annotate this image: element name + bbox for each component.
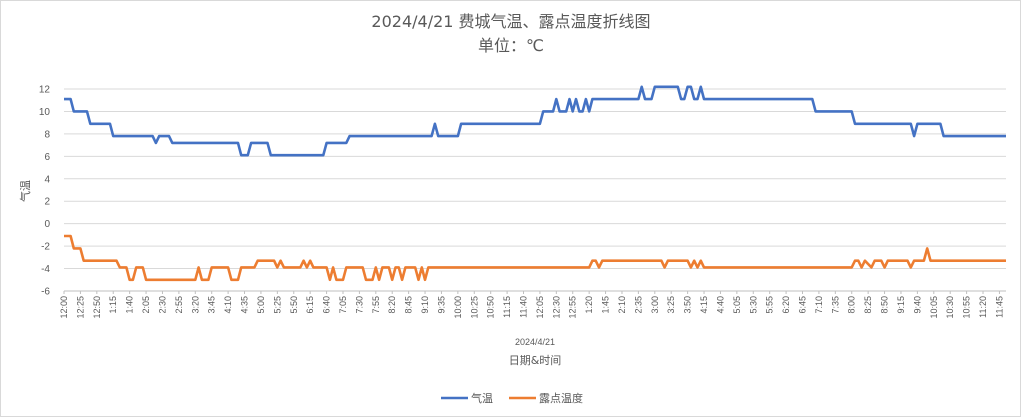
y-tick-label: -4 bbox=[41, 264, 50, 275]
y-tick-label: -2 bbox=[41, 242, 50, 253]
x-tick-label: 9:10 bbox=[420, 296, 430, 314]
x-tick-label: 8:25 bbox=[863, 296, 873, 314]
x-tick-label: 4:40 bbox=[715, 296, 725, 314]
x-tick-label: 6:20 bbox=[781, 296, 791, 314]
x-tick-label: 5:50 bbox=[289, 296, 299, 314]
x-tick-label: 6:40 bbox=[322, 296, 332, 314]
x-tick-label: 5:00 bbox=[256, 296, 266, 314]
x-tick-label: 5:55 bbox=[765, 296, 775, 314]
x-tick-label: 11:40 bbox=[519, 296, 529, 318]
x-tick-label: 7:35 bbox=[830, 296, 840, 314]
x-tick-label: 6:45 bbox=[798, 296, 808, 314]
x-tick-label: 9:40 bbox=[912, 296, 922, 314]
x-tick-label: 6:15 bbox=[305, 296, 315, 314]
x-tick-label: 5:25 bbox=[272, 296, 282, 314]
y-tick-label: 12 bbox=[39, 85, 51, 96]
y-axis-title: 气温 bbox=[18, 180, 32, 202]
x-tick-label: 12:50 bbox=[92, 296, 102, 319]
x-axis-ticks: 12:00 12:25 12:50 1:15 1:40 2:05 2:30 2:55 3:20 3… bbox=[59, 291, 1004, 319]
x-tick-label: 2:35 bbox=[633, 296, 643, 314]
legend: 气温 露点温度 bbox=[441, 391, 583, 405]
series-lines bbox=[64, 85, 1006, 282]
x-tick-label: 11:20 bbox=[978, 296, 988, 318]
x-tick-label: 3:50 bbox=[683, 296, 693, 314]
y-tick-label: 0 bbox=[44, 219, 50, 230]
series-line-dew-point bbox=[64, 234, 1006, 282]
x-tick-label: 7:10 bbox=[814, 296, 824, 314]
x-tick-label: 12:25 bbox=[75, 296, 85, 319]
y-tick-label: 10 bbox=[39, 107, 51, 118]
x-tick-label: 10:05 bbox=[929, 296, 939, 319]
y-tick-label: -6 bbox=[41, 287, 50, 298]
x-tick-label: 12:55 bbox=[568, 296, 578, 319]
y-tick-label: 2 bbox=[44, 197, 50, 208]
x-tick-label: 8:50 bbox=[880, 296, 890, 314]
chart-subtitle: 单位：℃ bbox=[478, 36, 544, 55]
y-tick-label: 4 bbox=[44, 174, 50, 185]
x-tick-label: 5:30 bbox=[748, 296, 758, 314]
x-tick-label: 4:35 bbox=[240, 296, 250, 314]
legend-label: 气温 bbox=[471, 391, 493, 405]
x-tick-label: 7:05 bbox=[338, 296, 348, 314]
x-tick-label: 3:00 bbox=[650, 296, 660, 314]
x-tick-label: 3:25 bbox=[666, 296, 676, 314]
x-tick-label: 2:10 bbox=[617, 296, 627, 314]
x-tick-label: 1:15 bbox=[108, 296, 118, 314]
x-tick-label: 8:20 bbox=[387, 296, 397, 314]
x-tick-label: 1:40 bbox=[125, 296, 135, 314]
x-tick-label: 10:00 bbox=[453, 296, 463, 319]
x-tick-label: 1:45 bbox=[601, 296, 611, 314]
x-tick-label: 10:50 bbox=[486, 296, 496, 319]
x-axis-title: 日期&时间 bbox=[509, 354, 562, 367]
y-tick-label: 6 bbox=[44, 152, 50, 163]
y-axis-ticks: -6 -4 -2 0 2 4 6 8 10 12 bbox=[39, 85, 51, 298]
x-tick-label: 12:00 bbox=[59, 296, 69, 319]
x-tick-label: 8:45 bbox=[404, 296, 414, 314]
x-tick-label: 1:20 bbox=[584, 296, 594, 314]
x-tick-label: 2:30 bbox=[157, 296, 167, 314]
x-tick-label: 10:30 bbox=[945, 296, 955, 319]
x-tick-label: 12:30 bbox=[551, 296, 561, 319]
x-tick-label: 12:05 bbox=[535, 296, 545, 319]
x-tick-label: 10:25 bbox=[469, 296, 479, 319]
x-tick-label: 3:20 bbox=[190, 296, 200, 314]
x-tick-label: 3:45 bbox=[207, 296, 217, 314]
x-tick-label: 9:15 bbox=[896, 296, 906, 314]
x-tick-label: 8:00 bbox=[847, 296, 857, 314]
x-tick-label: 7:30 bbox=[354, 296, 364, 314]
x-tick-label: 11:15 bbox=[502, 296, 512, 318]
x-tick-label: 2:05 bbox=[141, 296, 151, 314]
legend-label: 露点温度 bbox=[539, 391, 583, 405]
x-tick-label: 7:55 bbox=[371, 296, 381, 314]
x-tick-label: 4:10 bbox=[223, 296, 233, 314]
chart-title: 2024/4/21 费城气温、露点温度折线图 bbox=[371, 12, 650, 31]
x-axis-date-label: 2024/4/21 bbox=[515, 337, 555, 347]
x-tick-label: 9:35 bbox=[436, 296, 446, 314]
x-tick-label: 5:05 bbox=[732, 296, 742, 314]
x-tick-label: 2:55 bbox=[174, 296, 184, 314]
x-tick-label: 4:15 bbox=[699, 296, 709, 314]
x-tick-label: 10:55 bbox=[962, 296, 972, 319]
series-line-temperature bbox=[64, 85, 1006, 157]
y-tick-label: 8 bbox=[44, 129, 50, 140]
x-tick-label: 11:45 bbox=[994, 296, 1004, 318]
